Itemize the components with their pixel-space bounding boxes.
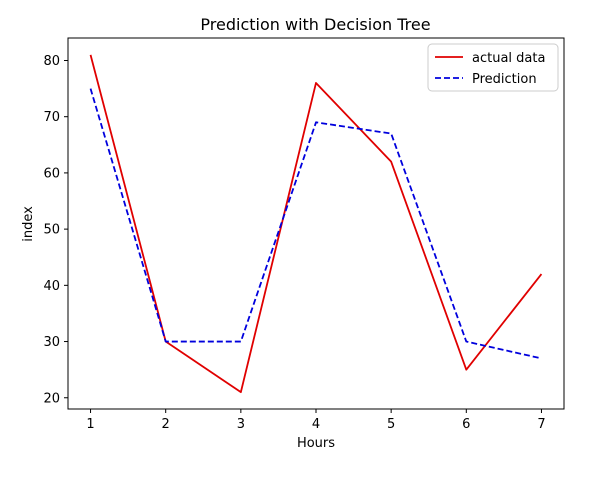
legend-box: [427, 43, 559, 92]
y-axis-ticks: 20 30 40 50 60 70 80: [43, 54, 68, 406]
x-tick-label: 6: [462, 417, 470, 432]
x-tick-label: 7: [537, 417, 545, 432]
y-tick-label: 30: [43, 335, 60, 350]
chart-title: Prediction with Decision Tree: [200, 15, 430, 34]
y-axis-label: index: [21, 206, 36, 242]
y-tick-label: 80: [43, 54, 60, 69]
x-axis-ticks: 1 2 3 4 5 6 7: [86, 409, 546, 432]
x-tick-label: 4: [312, 417, 320, 432]
x-tick-label: 3: [237, 417, 245, 432]
y-tick-label: 40: [43, 279, 60, 294]
plot-area: [89, 54, 543, 394]
y-tick-label: 70: [43, 110, 60, 125]
y-tick-label: 50: [43, 223, 60, 238]
legend-label-prediction: Prediction: [472, 72, 537, 87]
y-tick-label: 20: [43, 391, 60, 406]
x-axis-label: Hours: [297, 436, 335, 451]
x-tick-label: 5: [387, 417, 395, 432]
legend-label-actual-data: actual data: [472, 51, 545, 66]
x-tick-label: 1: [86, 417, 94, 432]
series-line-prediction: [89, 88, 542, 360]
x-tick-label: 2: [162, 417, 170, 432]
legend: actual data Prediction: [427, 43, 559, 92]
y-tick-label: 60: [43, 166, 60, 181]
